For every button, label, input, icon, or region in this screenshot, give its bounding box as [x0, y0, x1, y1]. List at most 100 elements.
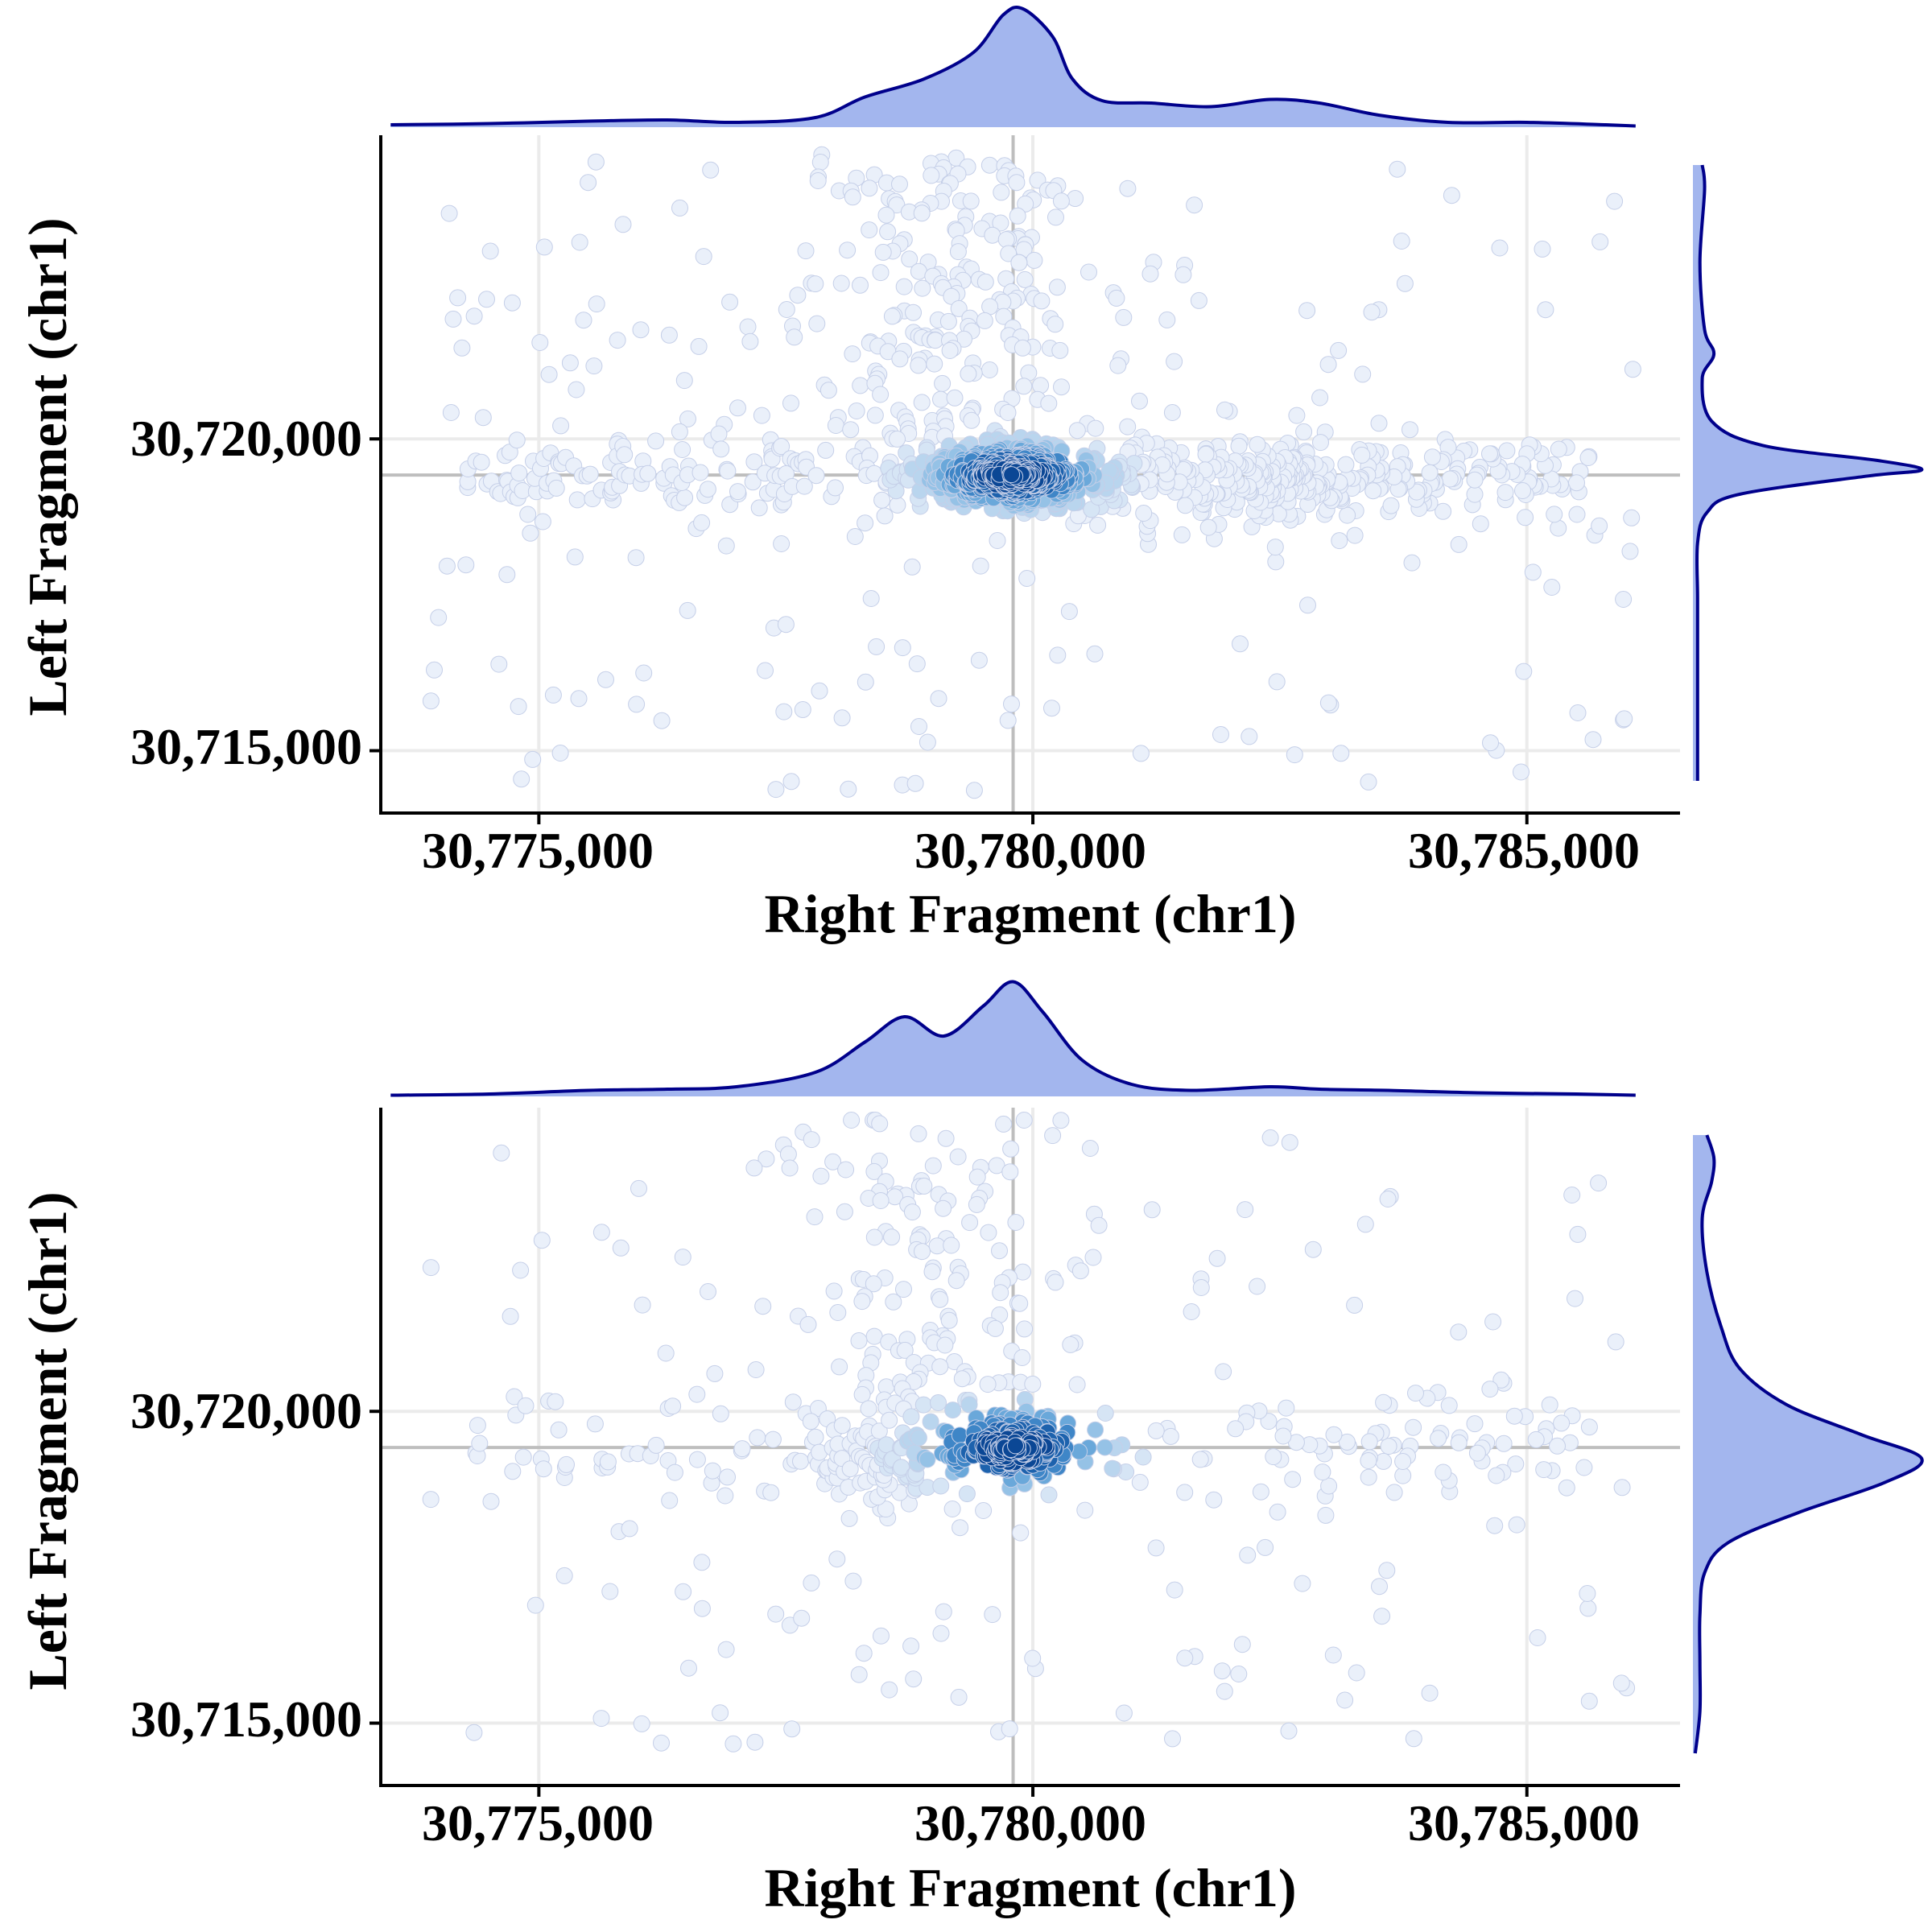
data-point — [807, 275, 824, 293]
data-point — [1535, 1461, 1553, 1479]
data-point — [1281, 1133, 1298, 1151]
data-point — [1354, 365, 1372, 383]
data-point — [1507, 1455, 1525, 1473]
data-point — [1295, 423, 1313, 440]
data-point — [721, 293, 739, 311]
data-point — [836, 1203, 853, 1220]
data-point — [868, 638, 886, 655]
data-point — [797, 242, 815, 260]
data-point — [1580, 1418, 1598, 1436]
data-point — [991, 1242, 1008, 1260]
data-point — [749, 1429, 766, 1447]
data-point — [469, 1417, 486, 1435]
data-point — [786, 328, 803, 346]
data-point — [1132, 745, 1150, 762]
data-point — [1363, 303, 1381, 321]
data-point — [841, 1460, 859, 1478]
data-point — [941, 342, 959, 359]
data-point — [902, 1408, 920, 1426]
data-point — [1579, 1600, 1597, 1617]
data-point — [1382, 497, 1400, 514]
data-point — [1015, 1112, 1033, 1129]
data-point — [719, 462, 737, 480]
data-point — [1546, 506, 1563, 523]
data-point — [792, 1452, 809, 1470]
data-point — [1466, 1415, 1484, 1433]
data-point — [873, 1627, 890, 1645]
data-point — [570, 690, 588, 708]
data-point — [906, 774, 924, 792]
data-point — [895, 278, 913, 295]
data-point — [889, 496, 906, 514]
data-point — [997, 231, 1015, 249]
data-point — [839, 242, 857, 259]
data-point — [1389, 160, 1406, 178]
data-point — [616, 446, 634, 464]
data-point — [767, 781, 785, 799]
marginal-density-x — [390, 6, 1636, 128]
data-point — [550, 1421, 568, 1439]
data-point — [601, 1583, 619, 1600]
data-point — [1260, 1413, 1278, 1430]
data-point — [944, 1402, 962, 1419]
data-point — [1550, 440, 1567, 458]
x-tick-label: 30,785,000 — [1408, 822, 1640, 879]
data-point — [739, 318, 757, 336]
data-point — [885, 1293, 902, 1311]
data-point — [1466, 471, 1484, 489]
data-point — [1569, 704, 1587, 721]
x-tick-label: 30,785,000 — [1408, 1794, 1640, 1852]
data-point — [1435, 502, 1452, 520]
data-point — [1040, 394, 1058, 412]
data-point — [1048, 279, 1066, 296]
data-point — [939, 312, 957, 330]
data-point — [632, 321, 650, 339]
data-point — [803, 1131, 820, 1149]
data-point — [989, 532, 1006, 549]
data-point — [910, 357, 927, 374]
data-point — [1239, 1546, 1257, 1564]
data-point — [1135, 505, 1153, 522]
data-point — [592, 1224, 610, 1241]
data-point — [531, 334, 549, 351]
data-point — [1052, 192, 1070, 210]
data-point — [745, 1159, 763, 1177]
data-point — [750, 499, 768, 517]
data-point — [1591, 517, 1608, 535]
data-point — [881, 1411, 898, 1429]
data-point — [1266, 539, 1284, 556]
data-point — [1053, 378, 1070, 396]
data-point — [712, 1704, 729, 1722]
data-point — [1421, 464, 1439, 481]
marginal-density-y — [1693, 164, 1924, 781]
data-point — [465, 308, 483, 325]
data-point — [691, 464, 709, 481]
data-point — [986, 1319, 1004, 1337]
data-point — [992, 214, 1009, 232]
data-point — [903, 558, 921, 576]
data-point — [535, 238, 553, 256]
data-point — [1009, 207, 1026, 225]
data-point — [526, 1596, 544, 1614]
data-point — [861, 221, 878, 239]
data-point — [473, 453, 490, 471]
data-point — [844, 188, 861, 206]
data-point — [693, 1554, 711, 1571]
data-point — [877, 1501, 894, 1518]
density-area-x — [390, 981, 1636, 1096]
data-point — [972, 557, 989, 575]
data-point — [930, 690, 947, 708]
data-point — [561, 354, 579, 372]
data-point — [1109, 357, 1127, 374]
data-point — [940, 1311, 958, 1329]
data-point — [1360, 1452, 1377, 1469]
data-point — [1176, 1649, 1194, 1667]
data-point — [809, 172, 827, 189]
data-point — [744, 473, 762, 491]
data-point — [1304, 1241, 1322, 1258]
data-point — [1236, 1201, 1254, 1219]
data-point — [517, 1397, 535, 1414]
data-point — [1212, 726, 1229, 743]
data-point — [975, 1502, 993, 1519]
data-point — [1044, 1127, 1062, 1145]
